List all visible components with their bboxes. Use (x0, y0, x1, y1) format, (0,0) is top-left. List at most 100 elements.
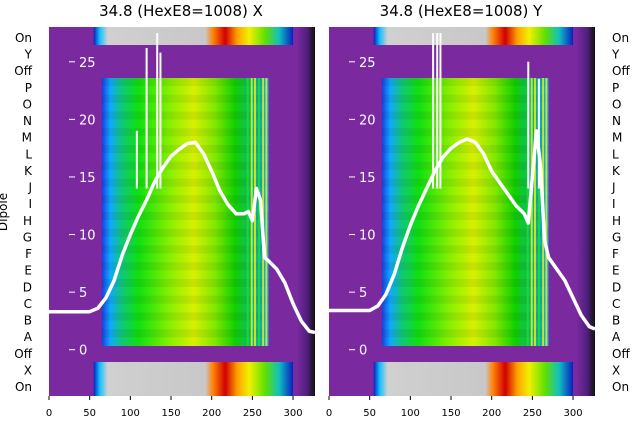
row-band (101, 128, 269, 137)
row-label: N (23, 114, 32, 128)
row-band (381, 212, 549, 220)
row-band (381, 279, 549, 287)
row-label: On (612, 380, 629, 394)
row-label: On (15, 31, 32, 45)
row-label: L (25, 147, 32, 161)
row-band (101, 161, 269, 170)
x-tick-label: 200 (202, 408, 221, 419)
overlay-tick-label: 25 (79, 56, 96, 71)
row-label: E (612, 264, 620, 278)
row-label: G (23, 230, 32, 244)
streak (545, 78, 548, 346)
overlay-tick-label: 20 (79, 113, 96, 128)
streak (530, 78, 533, 346)
x-tick-label: 50 (83, 408, 96, 419)
x-tick-label: 250 (243, 408, 262, 419)
right-panel: 34.8 (HexE8=1008) Y On Y Off PONMLKJIHGFEDC… (326, 2, 631, 419)
row-label: M (612, 131, 622, 145)
x-tick-label: 0 (326, 408, 332, 419)
row-band (381, 111, 549, 120)
row-label: I (612, 197, 616, 211)
x-tick-label: 150 (441, 408, 460, 419)
row-label: M (22, 131, 32, 145)
x-tick-label: 100 (121, 408, 140, 419)
row-label: B (612, 314, 620, 328)
row-band (381, 329, 549, 338)
row-band (101, 329, 269, 338)
row-label: G (612, 230, 621, 244)
row-label: On (15, 380, 32, 394)
streak (533, 78, 536, 346)
row-band (101, 195, 269, 204)
right-overlay-y-ticks: 0 5 10 15 20 25 (349, 56, 376, 359)
row-label: Y (611, 48, 620, 62)
row-label: E (24, 264, 32, 278)
streak (258, 78, 261, 346)
row-band (101, 178, 269, 187)
x-tick-label: 0 (46, 408, 52, 419)
row-band (101, 94, 269, 103)
row-label: P (612, 81, 619, 95)
row-label: K (612, 164, 621, 178)
overlay-tick-label: 10 (359, 229, 376, 244)
row-band (101, 245, 269, 254)
row-label: C (24, 297, 32, 311)
row-label: P (25, 81, 32, 95)
row-band (101, 312, 269, 321)
row-band (381, 128, 549, 137)
left-power-trace (49, 33, 316, 335)
overlay-tick-label: 5 (359, 286, 367, 301)
row-label: H (612, 214, 621, 228)
row-label: Off (612, 347, 630, 361)
row-label: X (24, 363, 32, 377)
streak (262, 78, 265, 346)
row-label: D (612, 280, 621, 294)
overlay-tick-label: 20 (359, 113, 376, 128)
overlay-tick-label: 15 (79, 171, 96, 186)
row-band (101, 78, 269, 86)
row-band (101, 262, 269, 271)
row-label: X (612, 363, 620, 377)
row-band (381, 145, 549, 153)
row-label: L (612, 147, 619, 161)
row-band (381, 228, 549, 237)
row-label: A (612, 330, 621, 344)
row-label: Off (14, 64, 32, 78)
row-band (381, 161, 549, 170)
x-tick-label: 50 (363, 408, 376, 419)
overlay-tick-label: 15 (359, 171, 376, 186)
streak (265, 78, 268, 346)
row-label: On (612, 31, 629, 45)
row-band (101, 212, 269, 220)
x-tick-label: 200 (482, 408, 501, 419)
main-band (101, 78, 269, 346)
x-tick-label: 300 (563, 408, 582, 419)
right-power-trace (329, 33, 596, 331)
left-panel: 34.8 (HexE8=1008) X Dipole On Y Off PONMLKJ… (0, 2, 316, 419)
row-label: D (23, 280, 32, 294)
power-trace-line (329, 129, 596, 331)
overlay-tick-label: 0 (79, 344, 87, 359)
left-x-ticks: 0 50 100 150 200 250 300 (46, 396, 303, 419)
row-label: J (27, 181, 32, 195)
row-band (101, 279, 269, 287)
row-label: I (28, 197, 32, 211)
right-panel-title: 34.8 (HexE8=1008) Y (380, 2, 544, 20)
overlay-tick-label: 25 (359, 56, 376, 71)
row-label: Off (14, 347, 32, 361)
row-label: F (25, 247, 32, 261)
row-band (381, 94, 549, 103)
row-label: Y (24, 48, 33, 62)
left-panel-title: 34.8 (HexE8=1008) X (99, 2, 263, 20)
row-label: O (612, 97, 621, 111)
overlay-tick-label: 10 (79, 229, 96, 244)
x-tick-label: 100 (401, 408, 420, 419)
bottom-strip (373, 362, 574, 396)
row-label: C (612, 297, 620, 311)
overlay-tick-label: 5 (79, 286, 87, 301)
row-label: H (23, 214, 32, 228)
row-label: J (611, 181, 616, 195)
